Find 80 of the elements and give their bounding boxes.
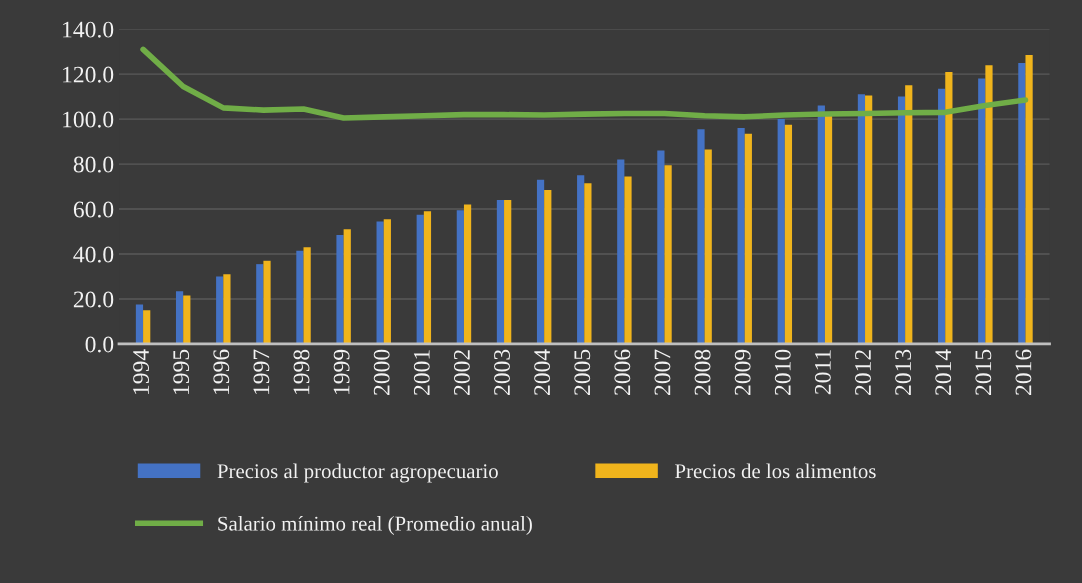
bar: [744, 133, 752, 344]
bar: [697, 129, 705, 344]
bar: [504, 200, 512, 344]
x-tick-label: 2001: [413, 350, 430, 396]
bar: [857, 94, 866, 344]
bar: [624, 176, 632, 344]
x-tick-label: 2015: [975, 349, 992, 396]
x-tick-label: 2013: [895, 349, 912, 396]
bar: [263, 260, 271, 344]
bar: [183, 295, 191, 344]
x-tick-label: 2010: [774, 349, 791, 396]
bar: [135, 304, 144, 344]
x-tick-label: 2003: [494, 349, 510, 396]
x-tick-label: 2006: [614, 349, 631, 396]
bar: [584, 183, 592, 344]
y-tick-label: 80.0: [73, 156, 114, 173]
bar: [737, 128, 745, 344]
bar: [938, 88, 946, 344]
bar: [463, 204, 472, 344]
x-tick-label: 2004: [534, 349, 551, 396]
x-tick-label: 2016: [1015, 349, 1032, 396]
x-tick-label: 2014: [935, 349, 952, 396]
x-tick-label: 1999: [333, 349, 350, 394]
bar: [383, 219, 391, 344]
y-tick-label: 140.0: [63, 21, 114, 38]
y-tick-label: 100.0: [63, 111, 114, 128]
bar: [784, 124, 793, 344]
bar: [296, 250, 304, 344]
legend-label: Precios de los alimentos: [675, 463, 876, 479]
bar: [824, 114, 833, 344]
bar: [577, 175, 585, 344]
bar: [223, 274, 231, 344]
bar: [817, 105, 825, 344]
bar: [664, 165, 672, 344]
x-tick-label: 2011: [814, 350, 831, 395]
bar: [905, 85, 913, 344]
bar: [657, 150, 665, 344]
x-tick-label: 1996: [213, 349, 230, 394]
x-tick-label: 2000: [373, 349, 390, 396]
bar: [336, 234, 344, 344]
y-tick-label: 20.0: [73, 291, 114, 308]
bar: [496, 200, 505, 344]
x-tick-label: 2009: [734, 349, 751, 396]
bar: [1018, 62, 1026, 344]
bar: [303, 247, 311, 344]
bar: [945, 71, 953, 344]
bar: [704, 149, 712, 344]
bar: [416, 214, 424, 344]
bar: [175, 291, 184, 344]
x-tick-label: 2012: [855, 350, 871, 396]
x-tick-label: 2007: [654, 349, 671, 396]
bar: [617, 159, 625, 344]
x-tick-label: 2008: [694, 349, 711, 396]
bar: [216, 276, 224, 344]
legend-label: Salario mínimo real (Promedio anual): [218, 515, 532, 535]
bar: [985, 65, 993, 344]
legend-label: Precios al productor agropecuario: [217, 463, 498, 483]
x-tick-label: 1994: [133, 349, 149, 394]
bar: [777, 119, 785, 344]
x-tick-label: 1995: [173, 349, 190, 394]
bar: [143, 310, 151, 344]
y-tick-label: 120.0: [63, 66, 114, 83]
y-tick-label: 0.0: [85, 336, 114, 353]
bar: [865, 95, 873, 344]
bar: [376, 221, 384, 344]
y-tick-label: 40.0: [73, 246, 114, 263]
bar: [456, 210, 464, 344]
x-tick-label: 1998: [293, 349, 310, 394]
bar: [978, 78, 986, 344]
y-tick-label: 60.0: [73, 201, 114, 218]
x-tick-label: 1997: [253, 349, 270, 394]
x-tick-label: 2005: [574, 349, 591, 396]
bar: [423, 211, 432, 344]
bar: [256, 264, 264, 344]
bar: [343, 229, 351, 344]
bar: [897, 96, 906, 344]
x-tick-label: 2002: [453, 350, 470, 396]
bar: [544, 189, 552, 344]
bar: [1025, 55, 1033, 344]
bar: [536, 179, 545, 344]
